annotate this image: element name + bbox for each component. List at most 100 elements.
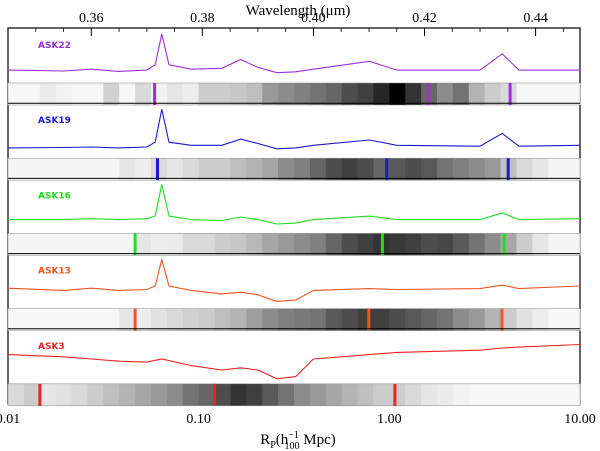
density-cell bbox=[405, 158, 422, 181]
spectrum-line bbox=[7, 109, 581, 150]
density-cell bbox=[230, 158, 247, 181]
density-cell bbox=[389, 233, 406, 256]
density-cell bbox=[151, 158, 168, 181]
spectrum-line bbox=[8, 184, 581, 225]
density-cell bbox=[198, 158, 215, 181]
density-cell bbox=[8, 233, 25, 256]
series-label: ASK16 bbox=[38, 191, 71, 201]
radius-marker bbox=[502, 233, 506, 256]
density-cell bbox=[405, 83, 422, 105]
density-cell bbox=[294, 383, 311, 406]
radius-marker bbox=[38, 383, 42, 406]
density-strip-frame bbox=[7, 82, 581, 106]
density-cell bbox=[182, 83, 200, 105]
density-cell bbox=[532, 233, 549, 256]
density-cell bbox=[437, 233, 454, 256]
density-cell bbox=[548, 383, 565, 406]
density-cell bbox=[516, 383, 533, 406]
density-cell bbox=[500, 383, 517, 406]
spectrum-line bbox=[7, 343, 581, 380]
density-cell bbox=[389, 158, 406, 181]
radius-marker bbox=[380, 233, 384, 256]
density-cell bbox=[564, 233, 581, 256]
density-cell bbox=[262, 383, 279, 406]
density-cell bbox=[39, 83, 57, 105]
density-cell bbox=[135, 308, 152, 331]
density-cell bbox=[166, 158, 184, 181]
density-cell bbox=[294, 308, 311, 331]
density-cell bbox=[357, 83, 374, 105]
density-cell bbox=[23, 233, 41, 256]
density-cell bbox=[246, 383, 263, 406]
density-cell bbox=[39, 308, 57, 331]
density-cell bbox=[262, 233, 279, 256]
density-cell bbox=[214, 158, 231, 181]
density-cell bbox=[246, 233, 263, 256]
density-cell bbox=[405, 308, 422, 331]
series-label: ASK13 bbox=[38, 267, 71, 277]
bottom-tick-label: 0.01 bbox=[0, 412, 20, 427]
density-cell bbox=[278, 233, 295, 256]
bottom-tick-label: 0.10 bbox=[186, 412, 211, 427]
series-label: ASK3 bbox=[38, 342, 65, 352]
density-cell bbox=[294, 158, 311, 181]
density-cell bbox=[437, 383, 454, 406]
density-cell bbox=[341, 158, 358, 181]
density-cell bbox=[325, 233, 343, 256]
density-cell bbox=[214, 83, 231, 105]
density-cell bbox=[230, 308, 247, 331]
density-cell bbox=[468, 308, 486, 331]
density-cell bbox=[357, 383, 374, 406]
density-cell bbox=[421, 308, 438, 331]
density-cell bbox=[262, 308, 279, 331]
radius-marker bbox=[213, 383, 216, 406]
density-cell bbox=[230, 233, 247, 256]
density-cell bbox=[71, 158, 88, 181]
density-cell bbox=[373, 383, 390, 406]
density-cell bbox=[437, 158, 454, 181]
density-cell bbox=[103, 233, 120, 256]
density-cell bbox=[198, 83, 215, 105]
density-cell bbox=[214, 308, 231, 331]
density-cell bbox=[182, 308, 200, 331]
density-cell bbox=[532, 158, 549, 181]
density-cell bbox=[484, 83, 501, 105]
density-cell bbox=[87, 158, 104, 181]
density-cell bbox=[452, 308, 470, 331]
spectrum-line bbox=[7, 257, 581, 302]
density-cell bbox=[198, 233, 215, 256]
density-cell bbox=[484, 233, 501, 256]
density-cell bbox=[151, 233, 168, 256]
density-strip-frame bbox=[7, 308, 581, 331]
density-cell bbox=[325, 308, 343, 331]
density-cell bbox=[8, 83, 25, 105]
density-cell bbox=[71, 383, 88, 406]
density-cell bbox=[103, 308, 120, 331]
density-cell bbox=[8, 158, 25, 181]
density-cell bbox=[262, 83, 279, 105]
density-cell bbox=[87, 383, 104, 406]
density-cell bbox=[516, 158, 533, 181]
density-cell bbox=[325, 158, 343, 181]
bottom-axis-title-suffix: Mpc) bbox=[300, 432, 336, 448]
series-label: ASK22 bbox=[38, 41, 71, 51]
density-cell bbox=[246, 83, 263, 105]
density-cell bbox=[341, 308, 358, 331]
density-cell bbox=[484, 383, 501, 406]
bottom-axis-title: RP(h−1 100 Mpc) bbox=[260, 430, 336, 451]
density-cell bbox=[71, 308, 88, 331]
density-cell bbox=[405, 383, 422, 406]
bottom-axis-title-sub2: 100 bbox=[285, 441, 300, 451]
density-cell bbox=[103, 83, 120, 105]
density-cell bbox=[357, 158, 374, 181]
panel-ask22: ASK22 bbox=[7, 33, 581, 106]
panel-ask3: ASK3 bbox=[7, 328, 581, 407]
density-cell bbox=[548, 158, 565, 181]
density-cell bbox=[166, 383, 184, 406]
density-cell bbox=[214, 233, 231, 256]
density-cell bbox=[230, 383, 247, 406]
density-cell bbox=[532, 383, 549, 406]
bottom-axis-title-main: R bbox=[260, 432, 270, 448]
density-cell bbox=[373, 308, 390, 331]
